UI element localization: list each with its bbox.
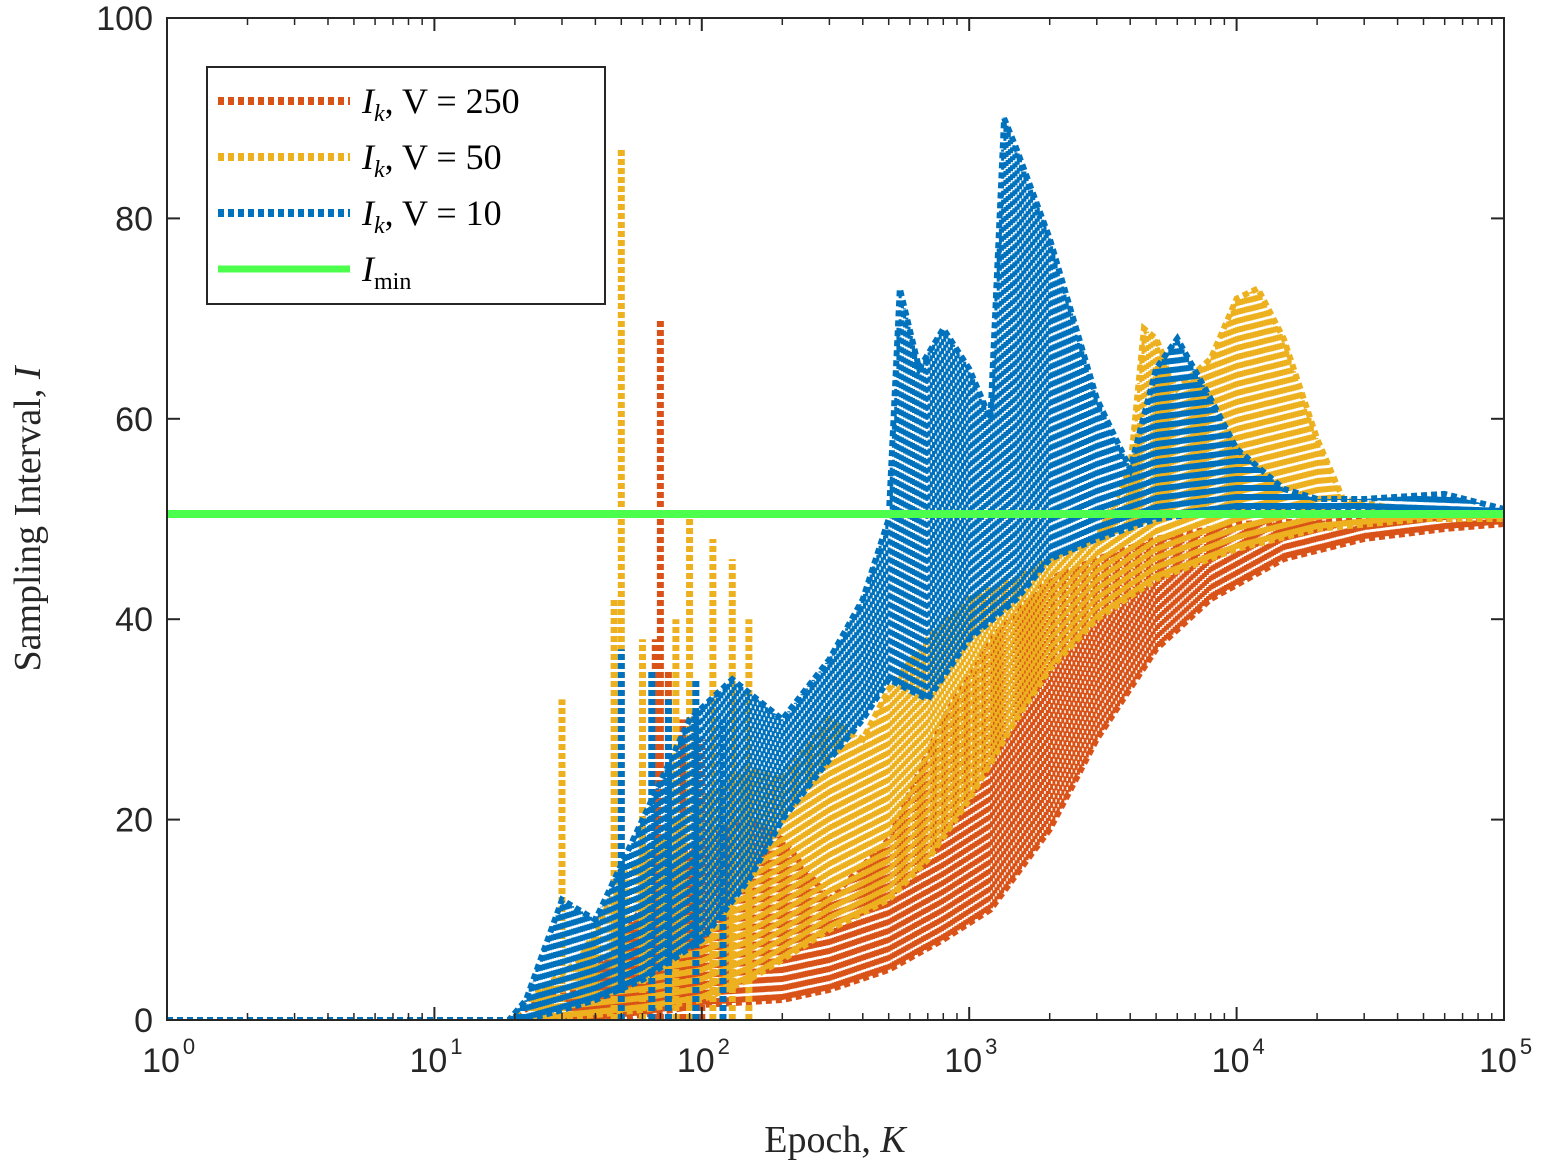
x-tick-exponent: 3 [985,1034,997,1059]
series-0-lower [167,521,1504,1020]
axes-frame [166,17,1505,1021]
y-tick-label: 80 [115,200,153,238]
legend-label-1: Ik, V = 50 [361,137,502,183]
x-tick-exponent: 5 [1520,1034,1532,1059]
series-layer [167,117,1504,1020]
legend-label-0: Ik, V = 250 [361,81,520,127]
x-tick-exponent: 2 [718,1034,730,1059]
x-tick-label: 10 [409,1042,447,1080]
y-tick-label: 40 [115,601,153,639]
y-tick-label: 20 [115,802,153,840]
y-axis-title: Sampling Interval, I [7,364,49,671]
series-1-lower [167,516,1504,1020]
x-tick-label: 10 [1212,1042,1250,1080]
x-tick-label: 10 [944,1042,982,1080]
y-tick-label: 0 [134,1002,153,1040]
x-tick-exponent: 0 [183,1034,195,1059]
legend: Ik, V = 250 Ik, V = 50 Ik, V = 10 Imin [206,66,606,305]
legend-box [206,66,606,305]
x-tick-exponent: 4 [1252,1034,1264,1059]
x-tick-label: 10 [677,1042,715,1080]
y-tick-label: 100 [96,0,153,38]
legend-label-2: Ik, V = 10 [361,193,502,239]
x-tick-label: 10 [1479,1042,1517,1080]
x-axis-title: Epoch, K [764,1119,907,1161]
legend-label-3: Imin [361,249,411,295]
y-tick-label: 60 [115,401,153,439]
x-tick-exponent: 1 [450,1034,462,1059]
series-2-upper [167,117,1504,1020]
x-tick-label: 10 [142,1042,180,1080]
